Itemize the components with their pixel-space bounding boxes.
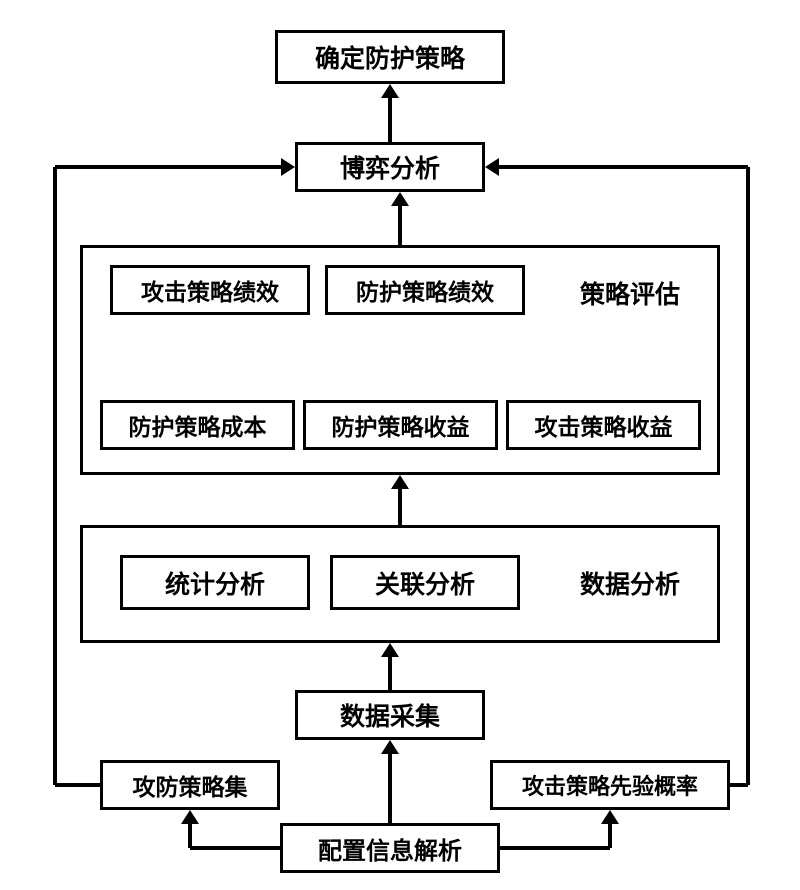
- node-game-analysis: 博弈分析: [295, 142, 485, 192]
- node-defense-performance: 防护策略绩效: [325, 265, 525, 315]
- node-attack-performance: 攻击策略绩效: [110, 265, 310, 315]
- node-prior-probability: 攻击策略先验概率: [490, 760, 730, 810]
- label-data-analysis: 数据分析: [580, 565, 680, 601]
- node-data-collection: 数据采集: [295, 690, 485, 740]
- node-statistical-analysis: 统计分析: [120, 555, 310, 610]
- label-strategy-eval: 策略评估: [580, 275, 680, 311]
- node-defense-gain: 防护策略收益: [303, 400, 498, 450]
- node-determine-strategy: 确定防护策略: [275, 30, 505, 84]
- node-config-parse: 配置信息解析: [280, 823, 500, 873]
- node-association-analysis: 关联分析: [330, 555, 520, 610]
- node-defense-cost: 防护策略成本: [100, 400, 295, 450]
- node-strategy-set: 攻防策略集: [100, 760, 280, 810]
- node-attack-gain: 攻击策略收益: [506, 400, 701, 450]
